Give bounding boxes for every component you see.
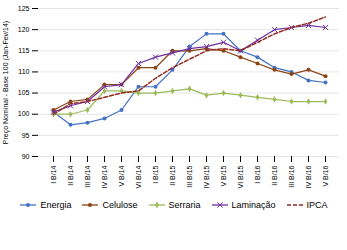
svg-text:IV B/16: IV B/16: [305, 165, 312, 188]
svg-text:VI B/15: VI B/15: [237, 165, 244, 188]
svg-text:I B/15: I B/15: [152, 165, 159, 183]
svg-text:95: 95: [22, 132, 30, 139]
svg-text:IV B/15: IV B/15: [203, 165, 210, 188]
svg-text:I B/14: I B/14: [50, 165, 57, 183]
html-text:Celulose: Celulose: [102, 200, 138, 210]
svg-text:V B/14: V B/14: [118, 165, 125, 186]
svg-text:III B/16: III B/16: [288, 165, 295, 187]
svg-text:105: 105: [18, 89, 30, 96]
svg-text:II B/16: II B/16: [271, 165, 278, 185]
svg-text:VI B/14: VI B/14: [135, 165, 142, 188]
html-text:IPCA: IPCA: [306, 200, 328, 210]
svg-text:110: 110: [18, 68, 29, 75]
svg-text:IV B/14: IV B/14: [101, 165, 108, 188]
html-text:Laminação: Laminação: [231, 200, 276, 210]
svg-text:Preço Nominal - Base 100 (Jan-: Preço Nominal - Base 100 (Jan-Fev/14): [2, 21, 10, 144]
svg-text:I B/16: I B/16: [254, 165, 261, 183]
svg-text:115: 115: [18, 47, 29, 54]
svg-text:90: 90: [22, 153, 30, 160]
svg-text:II B/14: II B/14: [67, 165, 74, 185]
svg-text:V B/16: V B/16: [322, 165, 329, 186]
svg-text:V B/15: V B/15: [220, 165, 227, 186]
svg-text:100: 100: [18, 110, 30, 117]
svg-text:III B/15: III B/15: [186, 165, 193, 187]
html-text:Energia: Energia: [40, 200, 72, 210]
svg-text:120: 120: [18, 26, 30, 33]
svg-text:125: 125: [18, 5, 30, 12]
html-text:Serraria: Serraria: [168, 200, 201, 210]
svg-text:II B/15: II B/15: [169, 165, 176, 185]
svg-text:III B/14: III B/14: [84, 165, 91, 187]
